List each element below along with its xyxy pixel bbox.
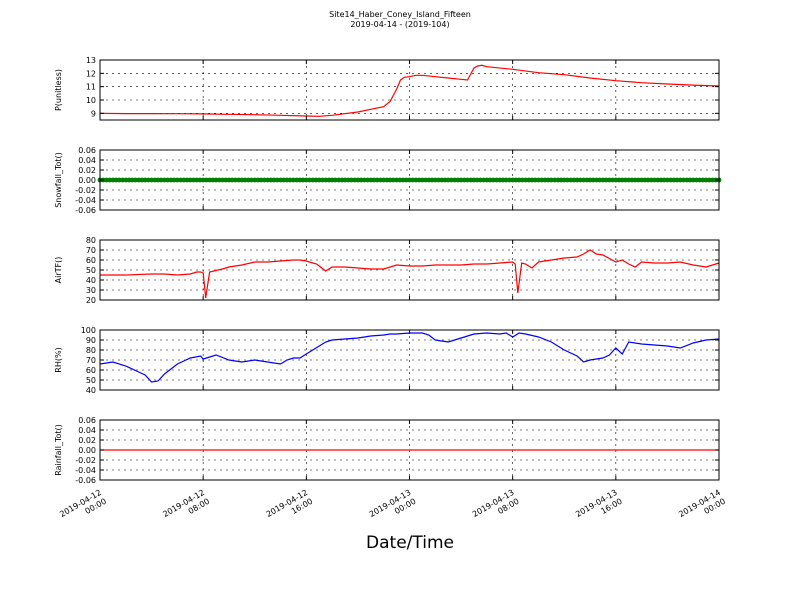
panel-5-ytick-label-2: -0.02: [75, 456, 96, 465]
panel-3-ytick-label-4: 60: [86, 256, 96, 265]
panel-4-series-line: [99, 332, 720, 383]
panel-5-ytick-label-0: -0.06: [75, 476, 96, 485]
panel-2-ytick-label-2: -0.02: [75, 186, 96, 195]
panel-5-ytick-label-6: 0.06: [78, 416, 96, 425]
panel-4-ylabel: RH(%): [54, 347, 63, 372]
panel-3-ytick-label-3: 50: [86, 266, 96, 275]
panel-1-ytick-label-2: 11: [86, 83, 96, 92]
panel-5-ytick-label-1: -0.04: [75, 466, 96, 475]
x-tick-label-4: 2019-04-1308:00: [471, 488, 521, 528]
panel-2-ytick-label-0: -0.06: [75, 206, 96, 215]
panel-2-ylabel: Snowfall_Tot(): [54, 152, 63, 208]
panel-4-ytick-label-3: 70: [86, 356, 96, 365]
panel-1-series-line: [99, 64, 720, 117]
panel-5-ytick-label-3: 0.00: [78, 446, 96, 455]
panel-2-ytick-label-4: 0.02: [78, 166, 96, 175]
panel-5-ytick-label-5: 0.04: [78, 426, 96, 435]
panel-2-ytick-label-3: 0.00: [78, 176, 96, 185]
panel-1-ytick-label-1: 10: [86, 96, 96, 105]
panel-3-ytick-label-1: 30: [86, 286, 96, 295]
x-tick-label-2: 2019-04-1216:00: [265, 488, 315, 528]
panel-3-ytick-label-2: 40: [86, 276, 96, 285]
panel-1-ylabel: P(unitless): [54, 69, 63, 111]
x-tick-label-5: 2019-04-1316:00: [574, 488, 624, 528]
panel-3-series-line: [100, 249, 720, 299]
panel-5-ylabel: Rainfall_Tot(): [54, 424, 63, 476]
x-tick-label-6: 2019-04-1400:00: [677, 488, 727, 528]
panel-4-ytick-label-4: 80: [86, 346, 96, 355]
panel-3-ytick-label-5: 70: [86, 246, 96, 255]
panel-4-ytick-label-5: 90: [86, 336, 96, 345]
panel-1-ytick-label-0: 9: [91, 109, 96, 118]
x-tick-label-0: 2019-04-1200:00: [58, 488, 108, 528]
panel-1-ytick-label-3: 12: [86, 69, 96, 78]
panel-3-ytick-label-0: 20: [86, 296, 96, 305]
panel-1-ytick-label-4: 13: [86, 56, 96, 65]
panel-5-ytick-label-4: 0.02: [78, 436, 96, 445]
figure-title-line1: Site14_Haber_Coney_Island_Fifteen: [329, 10, 471, 19]
panel-3-ylabel: AirTF(): [54, 257, 63, 284]
figure-title-line2: 2019-04-14 - (2019-104): [350, 20, 450, 29]
panel-4-ytick-label-0: 40: [86, 386, 96, 395]
figure-title: Site14_Haber_Coney_Island_Fifteen 2019-0…: [0, 10, 800, 30]
panel-4-ytick-label-2: 60: [86, 366, 96, 375]
panel-3-ytick-label-6: 80: [86, 236, 96, 245]
panel-2-ytick-label-6: 0.06: [78, 146, 96, 155]
panel-4-ytick-label-1: 50: [86, 376, 96, 385]
panel-2-ytick-label-5: 0.04: [78, 156, 96, 165]
x-tick-label-1: 2019-04-1208:00: [161, 488, 211, 528]
panel-4-ytick-label-6: 100: [81, 326, 96, 335]
panel-2-ytick-label-1: -0.04: [75, 196, 96, 205]
x-axis-label: Date/Time: [366, 533, 454, 553]
x-tick-label-3: 2019-04-1300:00: [368, 488, 418, 528]
